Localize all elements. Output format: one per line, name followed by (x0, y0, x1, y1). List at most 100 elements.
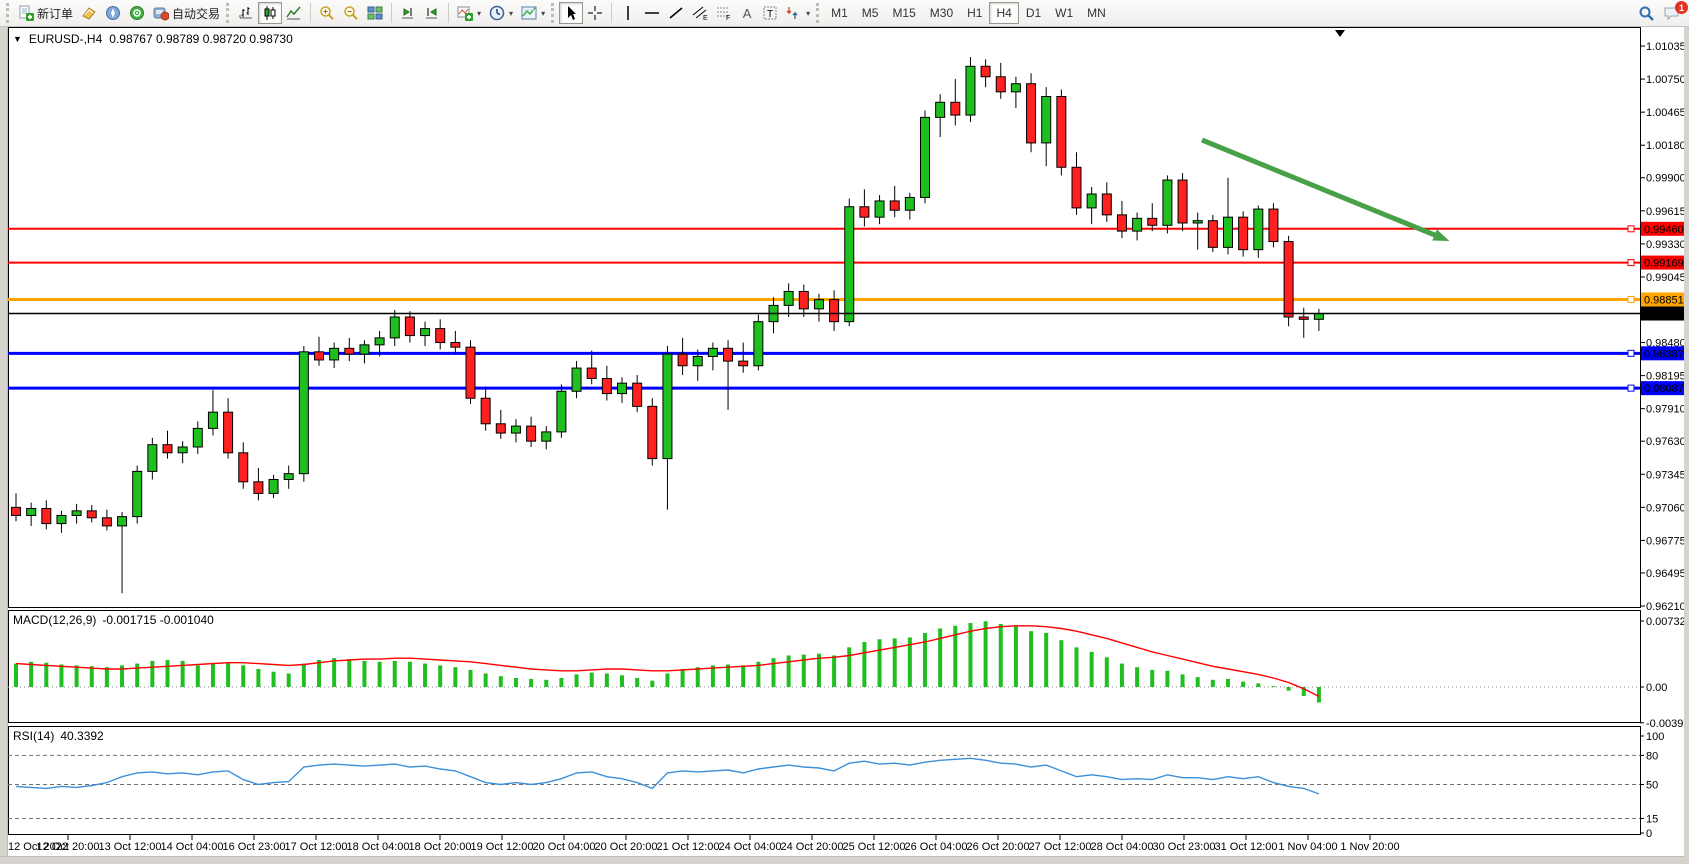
svg-text:18 Oct 04:00: 18 Oct 04:00 (347, 841, 410, 853)
vertical-line-icon (627, 6, 629, 20)
chart-shift-marker[interactable] (1335, 30, 1345, 37)
svg-text:50: 50 (1646, 780, 1658, 792)
templates-button[interactable]: ▾ (517, 2, 549, 24)
new-order-icon (19, 5, 34, 21)
pane-frames (8, 27, 1641, 835)
timeframe-w1-button[interactable]: W1 (1048, 2, 1080, 24)
new-order-label: 新订单 (37, 6, 74, 21)
fibonacci-button[interactable]: F (712, 2, 736, 24)
macd-layer: 0.007327 0.00 -0.003978 (8, 616, 1689, 730)
notifications-button[interactable]: 1 (1659, 1, 1688, 24)
chart-canvas[interactable]: 1.01035 1.00750 1.00465 1.00180 0.99900 0.996… (0, 27, 1689, 856)
search-button[interactable] (1634, 2, 1659, 24)
indicators-button[interactable]: ▾ (453, 2, 485, 24)
svg-text:31 Oct 12:00: 31 Oct 12:00 (1215, 841, 1278, 853)
svg-text:15: 15 (1646, 813, 1658, 825)
svg-text:0.97910: 0.97910 (1646, 404, 1686, 416)
market-watch-icon (82, 7, 96, 20)
chart-menu-icon[interactable]: ▼ (13, 34, 22, 44)
chart-shift-button[interactable] (420, 2, 444, 24)
svg-text:0.00: 0.00 (1646, 682, 1667, 694)
svg-text:20 Oct 20:00: 20 Oct 20:00 (595, 841, 658, 853)
auto-trading-icon (153, 7, 170, 21)
timeframe-m1-button[interactable]: M1 (824, 2, 855, 24)
svg-text:13 Oct 12:00: 13 Oct 12:00 (99, 841, 162, 853)
horizontal-line-button[interactable] (640, 2, 664, 24)
cursor-button[interactable] (559, 2, 584, 24)
bar-chart-icon (239, 7, 253, 19)
fibonacci-icon: F (717, 7, 730, 21)
text-button[interactable]: A (736, 2, 758, 24)
svg-text:1.00465: 1.00465 (1646, 107, 1686, 119)
new-order-button[interactable]: 新订单 (14, 2, 77, 24)
timeframe-m15-button[interactable]: M15 (885, 2, 922, 24)
trendline-button[interactable] (664, 2, 688, 24)
timeframe-toolbar: M1 M5 M15 M30 H1 H4 D1 W1 MN (824, 2, 1113, 24)
arrows-tool-button[interactable]: ▾ (782, 2, 814, 24)
timeframe-d1-button[interactable]: D1 (1019, 2, 1048, 24)
rsi-pane-label: RSI(14) 40.3392 (13, 729, 104, 743)
svg-text:1 Nov 20:00: 1 Nov 20:00 (1340, 841, 1399, 853)
svg-text:21 Oct 12:00: 21 Oct 12:00 (657, 841, 720, 853)
timeframe-m5-button[interactable]: M5 (855, 2, 886, 24)
crosshair-button[interactable] (583, 2, 607, 24)
market-watch-button[interactable] (77, 2, 101, 24)
window-scrollbar-strip[interactable] (1684, 27, 1689, 864)
svg-text:F: F (726, 15, 730, 21)
periods-button[interactable]: ▾ (485, 2, 517, 24)
macd-indicator-name: MACD(12,26,9) (13, 613, 97, 627)
bar-chart-button[interactable] (234, 2, 258, 24)
auto-trading-button[interactable]: 自动交易 (149, 2, 224, 24)
line-chart-button[interactable] (282, 2, 306, 24)
svg-text:0.96210: 0.96210 (1646, 601, 1686, 613)
timeframe-h4-button[interactable]: H4 (989, 2, 1019, 24)
svg-text:0.96775: 0.96775 (1646, 535, 1686, 547)
templates-icon (521, 6, 537, 20)
svg-text:-0.003978: -0.003978 (1646, 718, 1689, 730)
svg-text:1.01035: 1.01035 (1646, 41, 1686, 53)
svg-text:25 Oct 12:00: 25 Oct 12:00 (843, 841, 906, 853)
svg-text:0.99330: 0.99330 (1646, 239, 1686, 251)
svg-text:1.00180: 1.00180 (1646, 140, 1686, 152)
candlestick-chart-button[interactable] (258, 2, 283, 24)
equidistant-channel-icon: E (692, 6, 708, 21)
zoom-in-button[interactable] (315, 2, 339, 24)
zoom-out-button[interactable] (339, 2, 363, 24)
trend-arrow-annotation[interactable] (1201, 137, 1450, 242)
svg-text:80: 80 (1646, 750, 1658, 762)
arrows-tool-icon (786, 7, 798, 19)
text-label-button[interactable]: T (758, 2, 782, 24)
auto-scroll-button[interactable] (396, 2, 420, 24)
toolbar-separator (448, 3, 450, 23)
svg-text:100: 100 (1646, 731, 1664, 743)
equidistant-channel-button[interactable]: E (688, 2, 712, 24)
navigator-button[interactable] (101, 2, 125, 24)
svg-text:0.98195: 0.98195 (1646, 371, 1686, 383)
data-window-button[interactable] (125, 2, 149, 24)
horizontal-line-icon (645, 12, 660, 14)
svg-text:0.98730: 0.98730 (1644, 309, 1684, 321)
svg-text:18 Oct 20:00: 18 Oct 20:00 (409, 841, 472, 853)
macd-indicator-values: -0.001715 -0.001040 (102, 613, 214, 627)
timeframe-mn-button[interactable]: MN (1080, 2, 1113, 24)
tile-windows-button[interactable] (363, 2, 387, 24)
svg-text:12 Oct 2022: 12 Oct 2022 (8, 841, 68, 853)
line-chart-icon (286, 6, 301, 20)
data-window-icon (130, 6, 145, 20)
timeframe-h1-button[interactable]: H1 (960, 2, 989, 24)
main-toolbar: 新订单 自动交易 (0, 0, 1689, 27)
svg-text:26 Oct 04:00: 26 Oct 04:00 (905, 841, 968, 853)
svg-text:0.97630: 0.97630 (1646, 436, 1686, 448)
svg-text:1 Nov 04:00: 1 Nov 04:00 (1278, 841, 1337, 853)
crosshair-icon (588, 6, 603, 20)
chart-header: ▼ EURUSD-,H4 0.98767 0.98789 0.98720 0.9… (13, 32, 293, 46)
svg-text:0: 0 (1646, 828, 1652, 840)
chart-ohlc-values: 0.98767 0.98789 0.98720 0.98730 (109, 32, 293, 46)
timeframe-m30-button[interactable]: M30 (923, 2, 960, 24)
vertical-line-button[interactable] (616, 2, 640, 24)
horizontal-level-lines[interactable] (8, 225, 1640, 392)
auto-scroll-icon (402, 8, 414, 19)
svg-text:0.99045: 0.99045 (1646, 272, 1686, 284)
svg-text:28 Oct 04:00: 28 Oct 04:00 (1091, 841, 1154, 853)
